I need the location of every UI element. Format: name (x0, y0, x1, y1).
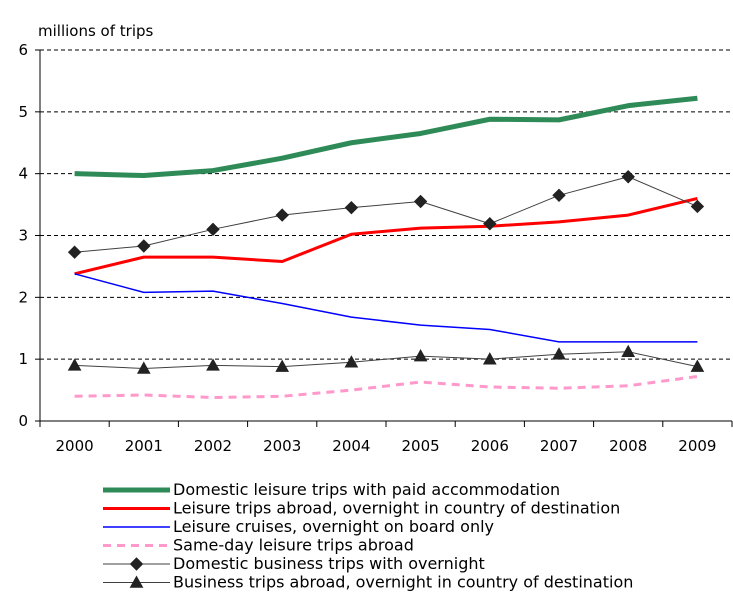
data-point-marker (344, 355, 359, 368)
series-line (74, 374, 698, 400)
data-point-marker (413, 194, 428, 209)
x-tick-label: 2001 (125, 437, 163, 455)
data-point-marker (482, 352, 497, 365)
data-point-marker (67, 358, 82, 371)
data-point-marker (690, 199, 705, 214)
x-tick-label: 2009 (678, 437, 716, 455)
legend-marker (129, 575, 144, 588)
data-point-marker (552, 347, 566, 360)
legend: Domestic leisure trips with paid accommo… (103, 480, 633, 592)
series-leisure-trips-abroad-overnight-in-country-of-destination (74, 196, 698, 276)
series-line (74, 273, 698, 343)
series-line (74, 176, 698, 253)
legend-label: Leisure cruises, overnight on board only (173, 517, 494, 536)
data-point-marker (275, 359, 290, 372)
data-point-marker (621, 344, 636, 358)
data-point-marker (206, 222, 220, 237)
data-point-marker (136, 361, 151, 374)
legend-item: Same-day leisure trips abroad (103, 536, 414, 555)
y-tick-label: 4 (18, 165, 28, 183)
x-tick-label: 2005 (402, 437, 440, 455)
legend-item: Domestic leisure trips with paid accommo… (103, 480, 560, 499)
legend-label: Domestic leisure trips with paid accommo… (173, 480, 560, 499)
x-tick-label: 2004 (332, 437, 370, 455)
y-tick-label: 6 (18, 41, 28, 59)
legend-label: Same-day leisure trips abroad (173, 536, 414, 555)
legend-item: Business trips abroad, overnight in coun… (103, 573, 633, 592)
x-tick-label: 2006 (471, 437, 509, 455)
legend-item: Leisure trips abroad, overnight in count… (103, 499, 620, 518)
legend-label: Leisure trips abroad, overnight in count… (173, 499, 620, 518)
data-point-marker (206, 358, 220, 371)
legend-item: Leisure cruises, overnight on board only (103, 517, 494, 536)
data-point-marker (137, 239, 151, 253)
legend-label: Domestic business trips with overnight (173, 554, 485, 573)
x-tick-label: 2008 (609, 437, 647, 455)
data-point-marker (621, 170, 635, 184)
legend-item: Domestic business trips with overnight (103, 554, 485, 573)
series-line (74, 196, 698, 276)
data-point-marker (67, 245, 82, 259)
series-line (74, 351, 698, 369)
series-leisure-cruises-overnight-on-board-only (74, 273, 698, 343)
x-tick-label: 2002 (194, 437, 232, 455)
x-tick-label: 2000 (56, 437, 94, 455)
series-group (67, 95, 705, 400)
y-axis-label: millions of trips (38, 22, 154, 40)
data-point-marker (483, 217, 497, 231)
data-point-marker (413, 349, 428, 362)
axes: 0 1 2 3 4 5 6 2000 2001 2002 2003 2004 2005 2006 2007 2… (18, 41, 733, 455)
x-tick-label: 2003 (263, 437, 301, 455)
data-point-marker (690, 359, 705, 372)
series-line (74, 95, 698, 179)
series-domestic-leisure-trips-with-paid-accommodation (74, 95, 698, 179)
y-tick-label: 5 (18, 103, 28, 121)
y-tick-label: 3 (18, 227, 28, 245)
x-tick-label: 2007 (540, 437, 578, 455)
data-point-marker (552, 188, 566, 203)
y-tick-label: 1 (18, 350, 28, 368)
series-domestic-business-trips-with-overnight (67, 170, 705, 259)
legend-marker (129, 557, 144, 571)
y-tick-label: 2 (18, 288, 28, 306)
y-tick-label: 0 (18, 412, 28, 430)
data-point-marker (275, 208, 289, 222)
legend-label: Business trips abroad, overnight in coun… (173, 573, 633, 592)
series-same-day-leisure-trips-abroad (74, 374, 698, 400)
data-point-marker (344, 200, 359, 215)
series-business-trips-abroad-overnight-in-country-of-destination (67, 344, 705, 374)
